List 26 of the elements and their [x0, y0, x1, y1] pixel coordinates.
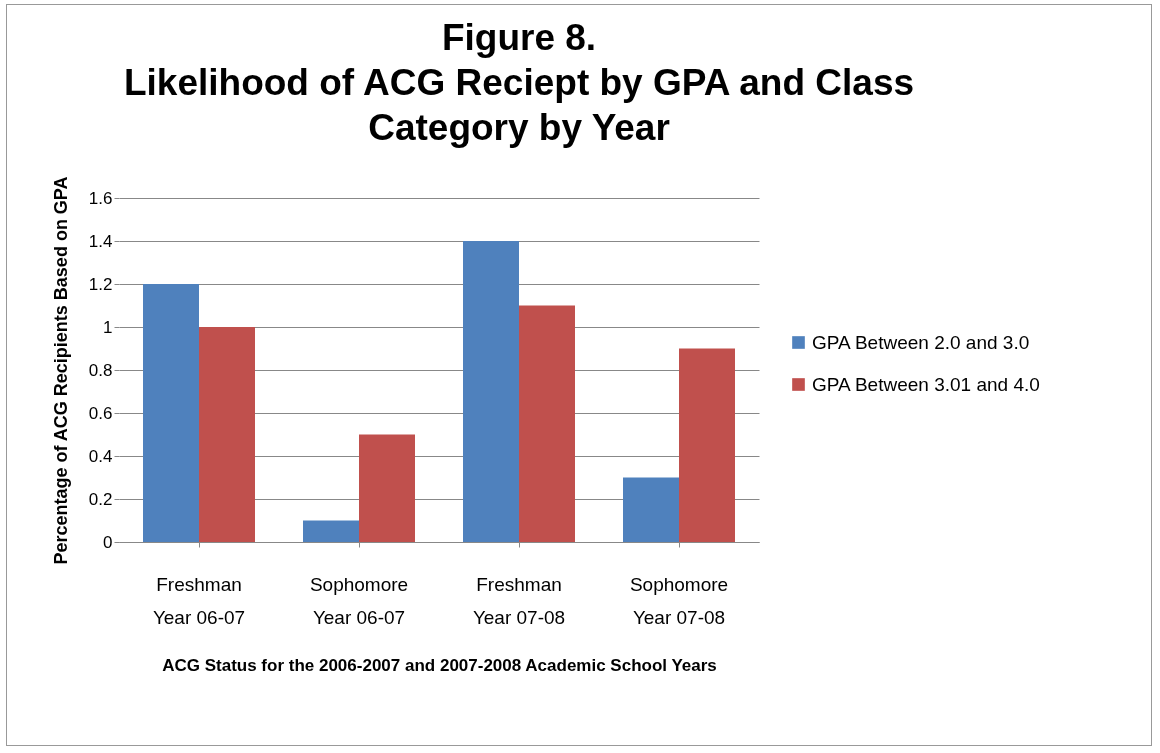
bar [359, 434, 415, 542]
y-tick-label: 0.2 [88, 489, 113, 509]
bar [463, 241, 519, 542]
x-axis-title: ACG Status for the 2006-2007 and 2007-2008 Academic School Years [162, 655, 717, 675]
bar [199, 327, 255, 542]
y-tick-label: 1.2 [88, 274, 113, 294]
x-tick-label: Freshman Year 07-08 [472, 573, 566, 628]
bar [679, 348, 735, 542]
bar [623, 477, 679, 542]
y-tick-label: 1.4 [88, 231, 113, 251]
y-axis-title: Percentage of ACG Recipients Based on GPA [50, 176, 71, 565]
x-tick-label: Freshman Year 06-07 [152, 573, 246, 628]
x-tick-label: Sophomore Year 06-07 [309, 573, 409, 628]
chart-title: Figure 8. Likelihood of ACG Reciept by GPA and Class Category by Year [123, 16, 915, 148]
y-tick-label: 0.8 [88, 360, 113, 380]
legend-label: GPA Between 2.0 and 3.0 [812, 331, 1030, 353]
x-tick-label: Sophomore Year 07-08 [629, 573, 729, 628]
y-tick-label: 0 [103, 532, 113, 552]
bar [143, 284, 199, 542]
y-tick-label: 0.4 [88, 446, 113, 466]
y-tick-label: 1 [103, 317, 113, 337]
y-tick-label: 0.6 [88, 403, 113, 423]
bar [519, 305, 575, 542]
legend-label: GPA Between 3.01 and 4.0 [812, 373, 1040, 395]
bar [303, 520, 359, 542]
y-tick-label: 1.6 [88, 188, 113, 208]
